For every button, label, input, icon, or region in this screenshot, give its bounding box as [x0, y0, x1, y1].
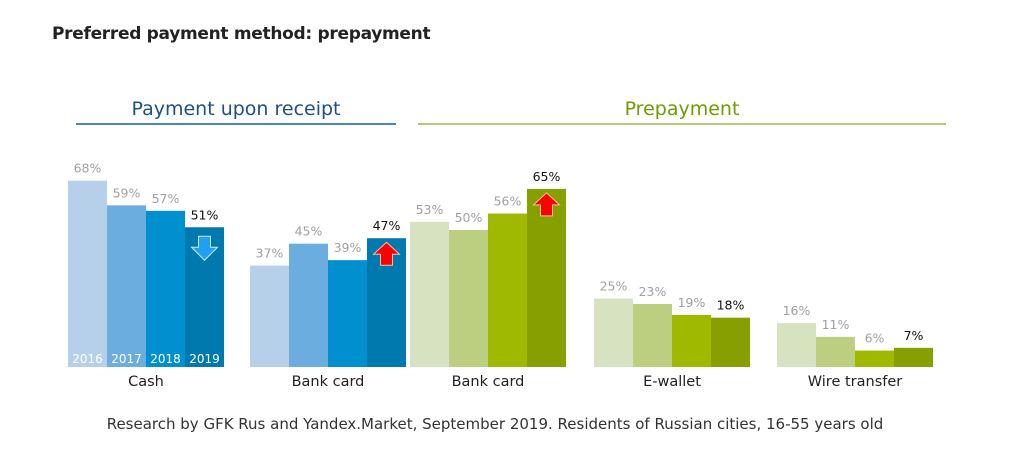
- trend-up-arrow-icon: [532, 192, 561, 217]
- category-label: E-wallet: [643, 374, 701, 390]
- bar: [894, 347, 933, 367]
- bar: [527, 188, 566, 367]
- bar: [777, 323, 816, 367]
- data-label: 7%: [904, 328, 924, 343]
- data-label: 50%: [455, 210, 483, 225]
- bar: [488, 213, 527, 367]
- data-label: 23%: [639, 284, 667, 299]
- data-label: 16%: [783, 303, 811, 318]
- year-label: 2019: [189, 352, 220, 366]
- bar: [633, 303, 672, 367]
- data-label: 25%: [600, 279, 628, 294]
- data-label: 59%: [113, 185, 141, 200]
- bar: [672, 314, 711, 367]
- data-label: 19%: [678, 295, 706, 310]
- category-label: Cash: [128, 374, 164, 390]
- bar: [68, 180, 107, 367]
- category-label: Bank card: [292, 374, 365, 390]
- bar: [250, 265, 289, 367]
- bar: [594, 298, 633, 367]
- year-label: 2017: [111, 352, 142, 366]
- category-label: Bank card: [452, 374, 525, 390]
- year-label: 2016: [72, 352, 103, 366]
- category-label: Wire transfer: [808, 374, 903, 390]
- year-label: 2018: [150, 352, 181, 366]
- bar: [449, 230, 488, 367]
- chart-source: Research by GFK Rus and Yandex.Market, S…: [106, 415, 884, 433]
- data-label: 68%: [74, 161, 102, 176]
- bar: [146, 210, 185, 367]
- data-label: 18%: [717, 298, 745, 313]
- data-label: 47%: [373, 218, 401, 233]
- data-label: 39%: [334, 240, 362, 255]
- bar: [855, 350, 894, 367]
- section-header: Prepayment: [625, 98, 740, 120]
- section-header: Payment upon receipt: [131, 98, 340, 120]
- trend-down-arrow-icon: [190, 235, 219, 261]
- data-label: 53%: [416, 202, 444, 217]
- data-label: 65%: [533, 169, 561, 184]
- data-label: 57%: [152, 191, 180, 206]
- bar: [711, 317, 750, 367]
- chart-title: Preferred payment method: prepayment: [52, 24, 431, 44]
- data-label: 11%: [822, 317, 850, 332]
- bar: [107, 205, 146, 367]
- data-label: 45%: [295, 224, 323, 239]
- bar: [328, 260, 367, 367]
- data-label: 6%: [865, 331, 885, 346]
- bar: [410, 221, 449, 367]
- trend-up-arrow-icon: [372, 241, 401, 266]
- data-label: 56%: [494, 194, 522, 209]
- bar: [816, 336, 855, 367]
- bar: [289, 243, 328, 367]
- data-label: 51%: [191, 207, 219, 222]
- data-label: 37%: [256, 246, 284, 261]
